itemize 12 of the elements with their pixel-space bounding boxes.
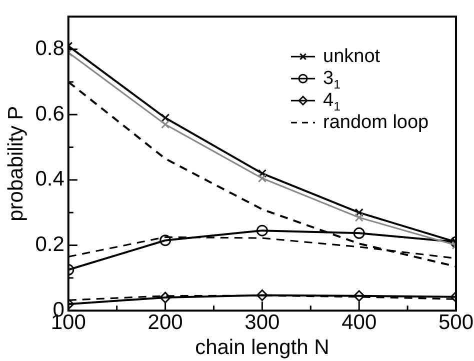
legend-label: random loop	[323, 112, 429, 133]
x-tick-label: 300	[244, 310, 280, 334]
y-tick-label: 0.6	[35, 102, 64, 126]
y-axis-title: probability P	[4, 106, 28, 222]
y-tick-label: 0.4	[35, 168, 65, 191]
y-tick-label: 0.2	[35, 233, 64, 256]
x-tick-label: 200	[148, 310, 183, 334]
x-tick-label: 400	[342, 310, 377, 334]
y-tick-label: 0.8	[35, 37, 64, 60]
legend-label: unknot	[323, 46, 381, 67]
x-tick-label: 500	[438, 310, 474, 334]
x-axis-title: chain length N	[195, 336, 330, 360]
